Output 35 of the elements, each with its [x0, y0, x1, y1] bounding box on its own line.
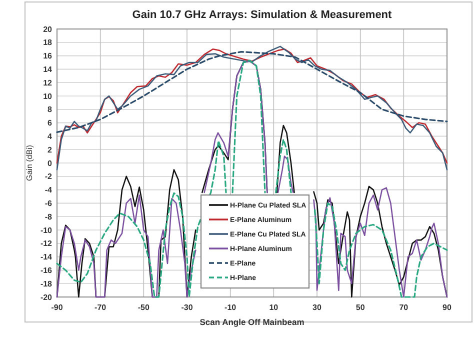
x-tick-label: 50 — [356, 303, 366, 312]
x-tick-label: 90 — [442, 303, 452, 312]
x-tick-label: -70 — [94, 303, 107, 312]
x-tick-label: -10 — [224, 303, 237, 312]
y-tick-label: 18 — [43, 38, 53, 48]
y-tick-label: 2 — [48, 145, 53, 154]
y-tick-label: -6 — [44, 199, 53, 208]
line-series — [56, 50, 448, 133]
x-axis-title: Scan Angle Off Mainbeam — [200, 317, 305, 327]
y-tick-label: -14 — [40, 252, 53, 262]
y-tick-label: 10 — [43, 92, 53, 101]
y-tick-label: -16 — [40, 266, 53, 275]
x-tick-label: -90 — [51, 303, 64, 312]
y-tick-label: -18 — [40, 279, 53, 288]
y-tick-label: -8 — [44, 212, 53, 222]
chart-title: Gain 10.7 GHz Arrays: Simulation & Measurement — [132, 9, 392, 21]
y-tick-label: 4 — [48, 132, 53, 141]
x-tick-label: 30 — [312, 303, 322, 312]
y-tick-label: 8 — [48, 105, 53, 114]
y-tick-label: -20 — [40, 292, 53, 302]
x-tick-label: -30 — [181, 303, 194, 312]
y-tick-label: 20 — [43, 24, 53, 34]
y-tick-label: 6 — [48, 118, 53, 128]
x-tick-label: -50 — [138, 303, 150, 312]
y-tick-label: -12 — [40, 239, 53, 248]
y-tick-label: -2 — [44, 172, 53, 182]
x-tick-label: 70 — [399, 303, 409, 312]
y-tick-label: 12 — [43, 78, 53, 88]
y-axis-title: Gain (dBi) — [25, 144, 34, 182]
y-tick-label: 16 — [43, 52, 53, 61]
y-tick-label: 14 — [43, 65, 53, 74]
x-tick-label: 10 — [269, 303, 279, 312]
y-tick-label: -10 — [40, 226, 53, 235]
y-tick-label: 0 — [48, 158, 53, 168]
y-tick-label: -4 — [44, 186, 53, 195]
